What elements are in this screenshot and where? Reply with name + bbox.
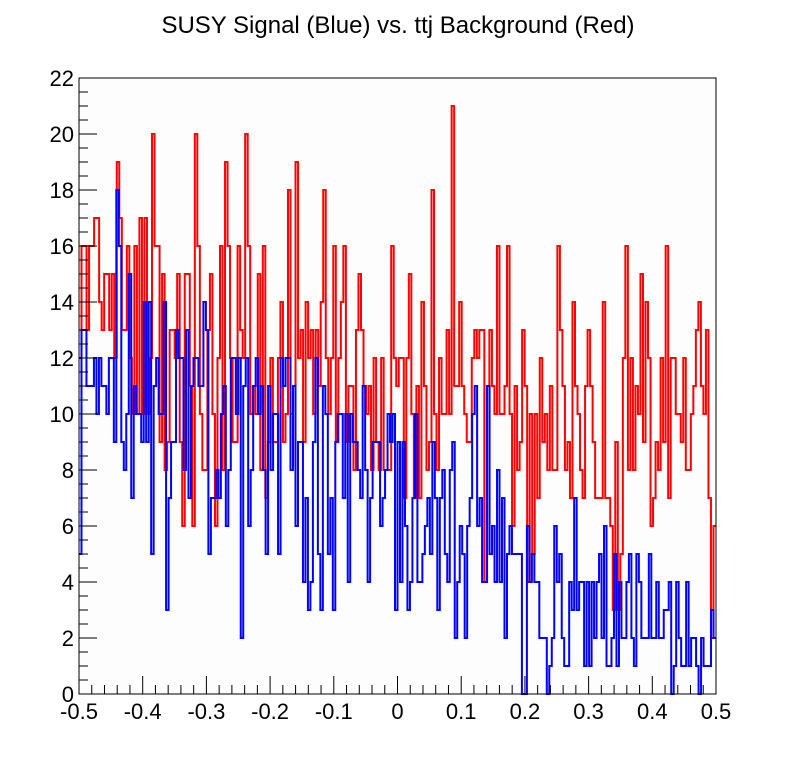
x-tick-label: -0.5	[60, 699, 98, 724]
y-tick-label: 10	[50, 402, 74, 427]
x-tick-label: -0.1	[315, 699, 353, 724]
y-tick-label: 14	[50, 290, 74, 315]
y-tick-label: 2	[62, 626, 74, 651]
series-layer	[79, 105, 716, 695]
plot-frame	[78, 77, 717, 695]
y-tick-label: 8	[62, 458, 74, 483]
x-tick-label: 0.5	[701, 699, 732, 724]
y-tick-label: 16	[50, 234, 74, 259]
x-tick-label: 0.3	[573, 699, 604, 724]
tick-layer: -0.5 -0.4 -0.3 -0.2 -0.1 0 0.1 0.2 0.3 0.4 0.5 0 2 4 6…	[50, 66, 732, 724]
x-tick-label: 0	[391, 699, 403, 724]
x-tick-label: -0.3	[187, 699, 225, 724]
y-tick-label: 0	[62, 682, 74, 707]
x-tick-label: 0.2	[510, 699, 541, 724]
y-tick-label: 20	[50, 122, 74, 147]
chart-title: SUSY Signal (Blue) vs. ttj Background (R…	[161, 12, 635, 39]
y-tick-label: 22	[50, 66, 74, 91]
y-tick-label: 6	[62, 514, 74, 539]
signal-histogram-line	[79, 189, 716, 695]
y-tick-label: 4	[62, 570, 74, 595]
y-tick-label: 12	[50, 346, 74, 371]
x-tick-label: 0.4	[637, 699, 668, 724]
x-tick-label: -0.2	[251, 699, 289, 724]
background-histogram-line	[79, 105, 716, 639]
x-tick-label: 0.1	[446, 699, 477, 724]
y-tick-label: 18	[50, 178, 74, 203]
x-tick-label: -0.4	[124, 699, 162, 724]
